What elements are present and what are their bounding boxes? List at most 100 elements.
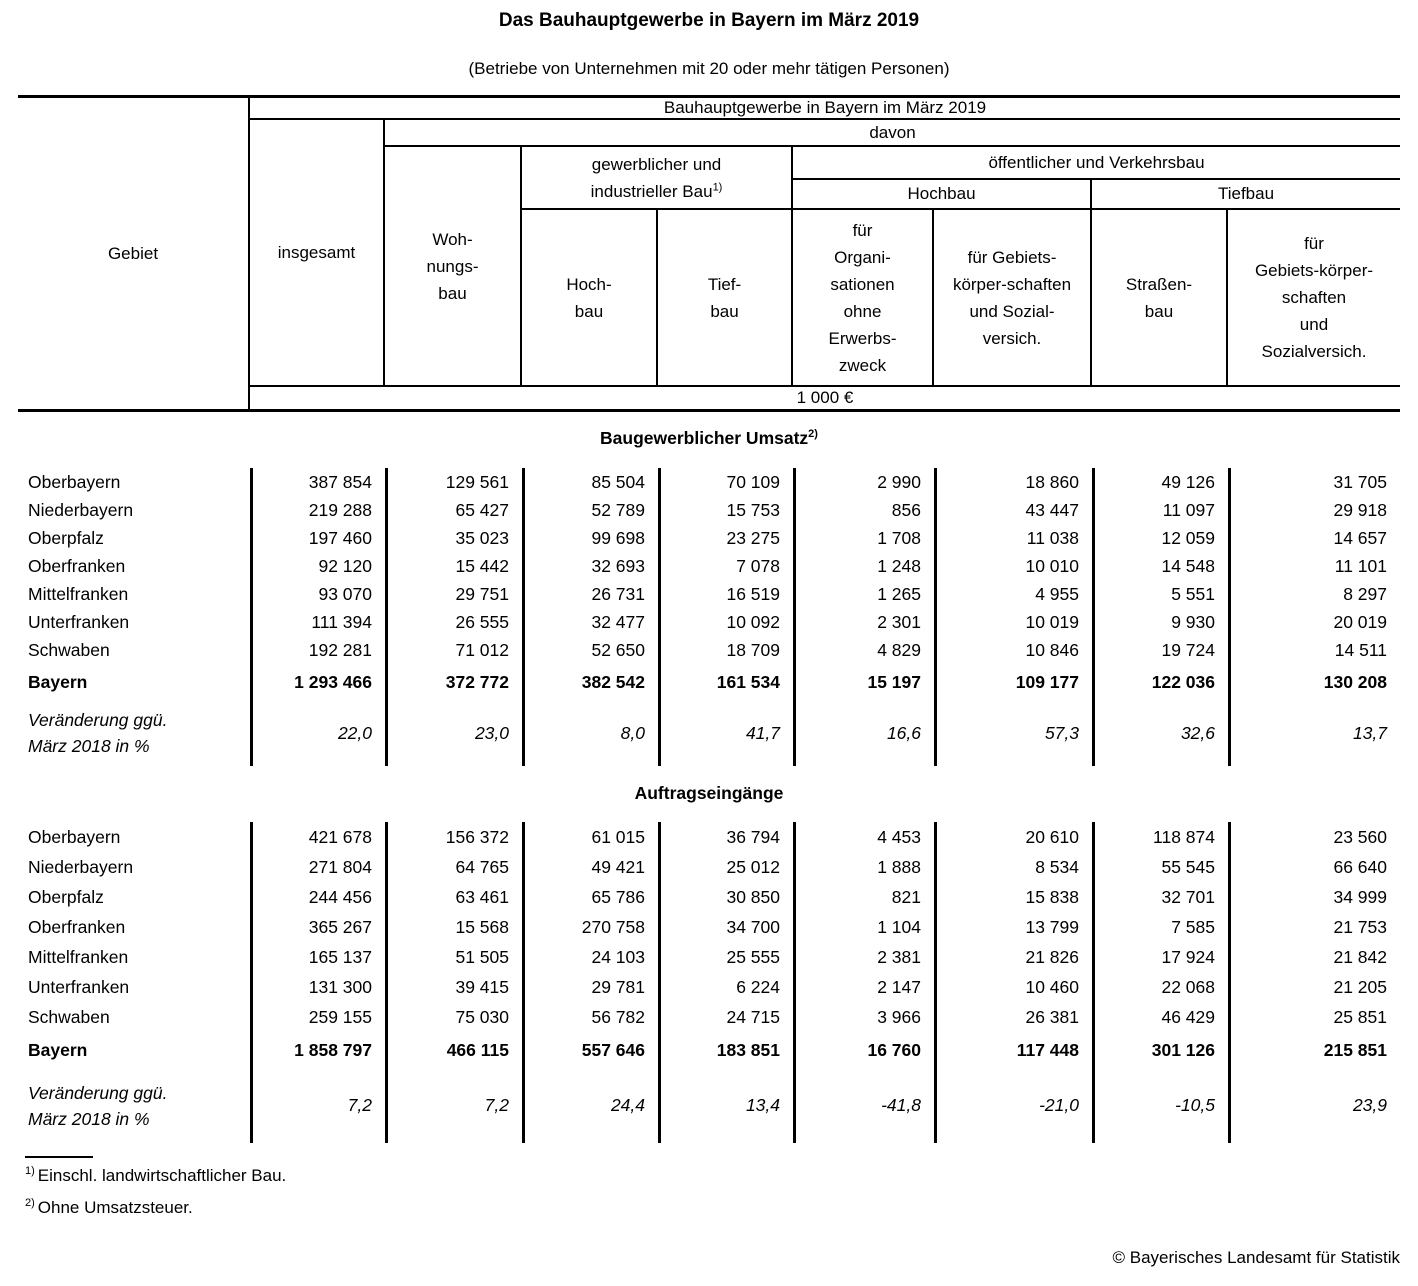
value-cell: 63 461 (385, 882, 522, 912)
value-cell: 365 267 (250, 912, 385, 942)
region-label: Schwaben (28, 1006, 110, 1027)
col-header-hochbau: Hoch- bau (522, 210, 658, 387)
value-cell: 156 372 (385, 822, 522, 852)
value-cell: 23,0 (385, 700, 522, 766)
value-cell: 56 782 (522, 1002, 658, 1032)
value-cell: 61 015 (522, 822, 658, 852)
table-row: Oberbayern 421 678 156 372 61 015 36 794… (18, 822, 1400, 852)
region-label: Mittelfranken (28, 946, 129, 967)
value-cell: 2 990 (793, 468, 934, 496)
value-cell: -41,8 (793, 1068, 934, 1143)
change-row: Veränderung ggü. März 2018 in % 22,0 23,… (18, 700, 1400, 766)
value-cell: 270 758 (522, 912, 658, 942)
region-label: Bayern (28, 1039, 88, 1060)
value-cell: 51 505 (385, 942, 522, 972)
col-header-strassenbau: Straßen- bau (1092, 210, 1228, 387)
value-cell: 71 012 (385, 636, 522, 664)
section-title: Baugewerblicher Umsatz2) (600, 428, 818, 448)
table-row: Schwaben 259 155 75 030 56 782 24 715 3 … (18, 1002, 1400, 1032)
value-cell: 23,9 (1228, 1068, 1400, 1143)
col-header-top: Bauhauptgewerbe in Bayern im März 2019 (250, 98, 1400, 120)
value-cell: 130 208 (1228, 664, 1400, 700)
value-cell: 99 698 (522, 524, 658, 552)
value-cell: 46 429 (1092, 1002, 1228, 1032)
unit-row: 1 000 € (796, 388, 854, 407)
value-cell: -10,5 (1092, 1068, 1228, 1143)
value-cell: 12 059 (1092, 524, 1228, 552)
region-label: Unterfranken (28, 611, 130, 632)
footnote-divider (25, 1156, 93, 1158)
value-cell: 15 442 (385, 552, 522, 580)
value-cell: 10 010 (934, 552, 1092, 580)
value-cell: 10 460 (934, 972, 1092, 1002)
value-cell: 219 288 (250, 496, 385, 524)
value-cell: 14 657 (1228, 524, 1400, 552)
value-cell: 43 447 (934, 496, 1092, 524)
value-cell: 129 561 (385, 468, 522, 496)
value-cell: 23 560 (1228, 822, 1400, 852)
value-cell: 131 300 (250, 972, 385, 1002)
value-cell: 15 753 (658, 496, 793, 524)
region-label: Oberbayern (28, 826, 121, 847)
value-cell: 10 092 (658, 608, 793, 636)
value-cell: 18 709 (658, 636, 793, 664)
table-row: Niederbayern 271 804 64 765 49 421 25 01… (18, 852, 1400, 882)
value-cell: 301 126 (1092, 1032, 1228, 1068)
change-row: Veränderung ggü. März 2018 in % 7,2 7,2 … (18, 1068, 1400, 1143)
value-cell: 21 205 (1228, 972, 1400, 1002)
value-cell: 165 137 (250, 942, 385, 972)
value-cell: 75 030 (385, 1002, 522, 1032)
value-cell: 2 301 (793, 608, 934, 636)
value-cell: 118 874 (1092, 822, 1228, 852)
value-cell: 66 640 (1228, 852, 1400, 882)
col-header-fuer-gebietskoerperschaften-tiefbau: für Gebiets-körper- schaften und Sozialv… (1228, 210, 1400, 387)
value-cell: 41,7 (658, 700, 793, 766)
footnote-ref-2: 2) (808, 428, 818, 441)
value-cell: 9 930 (1092, 608, 1228, 636)
col-header-wohnungsbau: Woh- nungs- bau (385, 147, 522, 387)
value-cell: 7 078 (658, 552, 793, 580)
value-cell: 1 888 (793, 852, 934, 882)
value-cell: 11 097 (1092, 496, 1228, 524)
value-cell: 15 568 (385, 912, 522, 942)
table-row-total: Bayern 1 858 797 466 115 557 646 183 851… (18, 1032, 1400, 1068)
value-cell: 192 281 (250, 636, 385, 664)
change-row-label: Veränderung ggü. März 2018 in % (28, 710, 168, 756)
region-label: Oberfranken (28, 916, 126, 937)
value-cell: 32 701 (1092, 882, 1228, 912)
value-cell: 22,0 (250, 700, 385, 766)
value-cell: 19 724 (1092, 636, 1228, 664)
value-cell: 4 955 (934, 580, 1092, 608)
footnote-1: 1) Einschl. landwirtschaftlicher Bau. (25, 1165, 287, 1185)
value-cell: 49 421 (522, 852, 658, 882)
value-cell: 39 415 (385, 972, 522, 1002)
value-cell: 20 610 (934, 822, 1092, 852)
region-label: Schwaben (28, 639, 110, 660)
value-cell: 7 585 (1092, 912, 1228, 942)
value-cell: 26 381 (934, 1002, 1092, 1032)
value-cell: 64 765 (385, 852, 522, 882)
col-header-insgesamt: insgesamt (250, 120, 385, 387)
value-cell: -21,0 (934, 1068, 1092, 1143)
value-cell: 49 126 (1092, 468, 1228, 496)
col-header-gewerblicher-text: gewerblicher und industrieller Bau1) (590, 154, 723, 201)
value-cell: 20 019 (1228, 608, 1400, 636)
value-cell: 26 731 (522, 580, 658, 608)
table-row: Mittelfranken 165 137 51 505 24 103 25 5… (18, 942, 1400, 972)
value-cell: 26 555 (385, 608, 522, 636)
value-cell: 1 708 (793, 524, 934, 552)
footnote-ref-1: 1) (712, 180, 723, 193)
value-cell: 1 293 466 (250, 664, 385, 700)
value-cell: 16 760 (793, 1032, 934, 1068)
region-label: Oberfranken (28, 555, 126, 576)
region-label: Oberpfalz (28, 527, 104, 548)
region-label: Unterfranken (28, 976, 130, 997)
umsatz-table: Oberbayern 387 854 129 561 85 504 70 109… (18, 468, 1400, 766)
value-cell: 70 109 (658, 468, 793, 496)
value-cell: 34 999 (1228, 882, 1400, 912)
section-title: Auftragseingänge (634, 783, 784, 803)
region-label: Oberpfalz (28, 886, 104, 907)
table-row: Unterfranken 131 300 39 415 29 781 6 224… (18, 972, 1400, 1002)
value-cell: 52 650 (522, 636, 658, 664)
